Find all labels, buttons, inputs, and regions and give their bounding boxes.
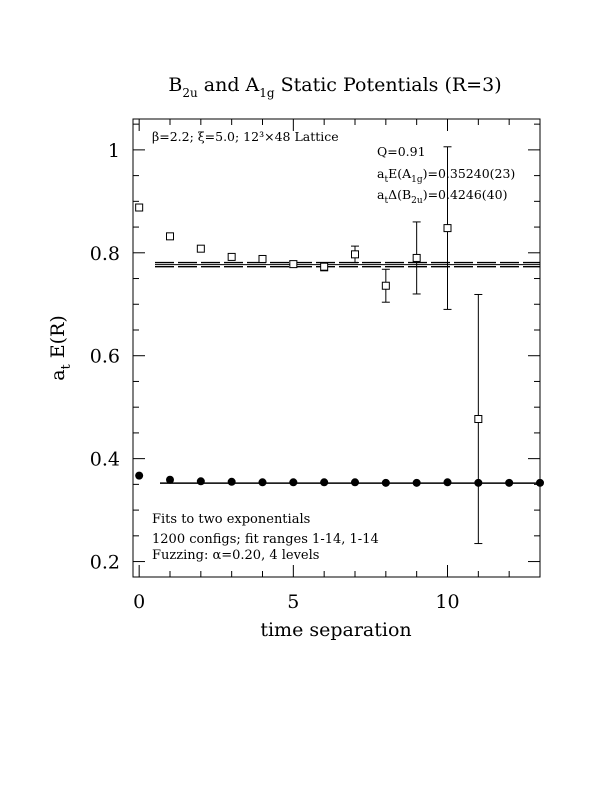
data-point-a1g (196, 477, 205, 486)
data-point-a1g (351, 478, 359, 487)
data-point-b2u (166, 232, 174, 241)
data-point-b2u (258, 254, 267, 263)
y-tick-label: 0.2 (90, 552, 120, 574)
plot-frame (132, 118, 541, 578)
data-point-a1g (536, 478, 544, 487)
data-point-a1g (412, 478, 421, 487)
data-point-b2u (443, 224, 452, 233)
x-tick-label: 5 (287, 591, 299, 613)
data-marks (135, 146, 544, 545)
data-point-a1g (258, 478, 267, 487)
axis-ticks (133, 119, 541, 577)
data-point-a1g (381, 478, 390, 487)
data-point-a1g (289, 478, 298, 487)
data-point-a1g (320, 478, 329, 487)
data-point-b2u (135, 203, 144, 212)
data-point-a1g (135, 471, 144, 480)
y-tick-label: 0.8 (90, 243, 120, 265)
data-point-b2u (320, 262, 329, 271)
data-point-a1g (227, 477, 236, 486)
y-axis-label: at E(R) (47, 315, 74, 381)
data-point-b2u (474, 415, 483, 424)
note-configs: 1200 configs; fit ranges 1-14, 1-14 (152, 532, 379, 547)
chart-title: B2u and A1g Static Potentials (R=3) (168, 74, 501, 100)
note-fit-method: Fits to two exponentials (152, 512, 310, 527)
data-point-b2u (227, 252, 236, 261)
y-tick-label: 1 (108, 140, 120, 162)
note-fuzzing: Fuzzing: α=0.20, 4 levels (152, 548, 319, 563)
y-tick-label: 0.6 (90, 346, 120, 368)
data-point-b2u (381, 281, 390, 290)
y-tick-label: 0.4 (90, 449, 120, 471)
data-point-a1g (505, 478, 514, 487)
data-point-b2u (412, 253, 421, 262)
x-tick-label: 0 (133, 591, 145, 613)
data-point-b2u (351, 250, 359, 259)
fit-bands (155, 261, 540, 484)
data-point-b2u (196, 244, 205, 253)
lattice-info: β=2.2; ξ=5.0; 12³×48 Lattice (152, 129, 339, 144)
data-point-a1g (443, 478, 452, 487)
tick-labels: 0 5 10 0.2 0.4 0.6 0.8 1 (90, 140, 460, 613)
x-tick-label: 10 (435, 591, 459, 613)
fit-quality: Q=0.91 (377, 144, 426, 159)
fit-a1g-energy: atE(A1g)=0.35240(23) (377, 166, 515, 185)
fit-b2u-gap: atΔ(B2u)=0.4246(40) (377, 187, 507, 206)
x-axis-label: time separation (260, 619, 411, 641)
data-point-b2u (289, 260, 298, 269)
data-point-a1g (166, 475, 174, 484)
